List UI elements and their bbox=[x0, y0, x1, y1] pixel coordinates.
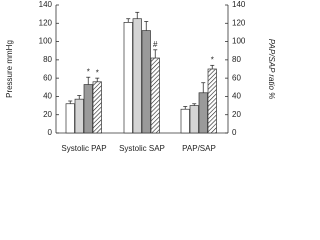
y-tick-label: 20 bbox=[43, 110, 52, 119]
bar bbox=[132, 18, 142, 134]
y-tick-label: 140 bbox=[39, 0, 53, 9]
y-tick-label: 80 bbox=[43, 55, 52, 64]
y2-tick-label: 40 bbox=[232, 92, 241, 101]
y-tick-label: 60 bbox=[43, 73, 52, 82]
y-tick-label: 120 bbox=[39, 18, 53, 27]
marker-label: * bbox=[211, 55, 214, 64]
bar bbox=[123, 22, 133, 134]
bar bbox=[189, 105, 199, 134]
x-tick-label: Systolic SAP bbox=[119, 144, 165, 153]
bar bbox=[141, 30, 151, 134]
x-tick-label: PAP/SAP bbox=[182, 144, 216, 153]
y2-tick-label: 140 bbox=[232, 0, 246, 9]
bar bbox=[150, 57, 160, 134]
bar bbox=[83, 84, 93, 134]
y2-tick-label: 20 bbox=[232, 110, 241, 119]
bar bbox=[65, 103, 75, 134]
y-axis-label: Pressure mmHg bbox=[5, 40, 14, 98]
marker-label: * bbox=[87, 67, 90, 76]
x-tick-label: Systolic PAP bbox=[61, 144, 106, 153]
y2-axis-label: PAP/SAP ratio % bbox=[267, 39, 276, 99]
bar bbox=[92, 81, 102, 134]
y2-tick-label: 0 bbox=[232, 128, 237, 137]
bar bbox=[207, 68, 217, 134]
y-tick-label: 40 bbox=[43, 92, 52, 101]
y-tick-label: 100 bbox=[39, 37, 53, 46]
y2-tick-label: 60 bbox=[232, 73, 241, 82]
bar bbox=[180, 108, 190, 134]
y2-tick-label: 80 bbox=[232, 55, 241, 64]
marker-label: # bbox=[153, 40, 158, 49]
chart: Pressure mmHg PAP/SAP ratio % 0 20 40 60 80 1… bbox=[5, 0, 276, 153]
y2-tick-label: 120 bbox=[232, 18, 246, 27]
y-tick-label: 0 bbox=[48, 128, 53, 137]
bar bbox=[74, 98, 84, 134]
marker-label: * bbox=[96, 68, 99, 77]
y2-tick-label: 100 bbox=[232, 37, 246, 46]
bar bbox=[198, 92, 208, 134]
